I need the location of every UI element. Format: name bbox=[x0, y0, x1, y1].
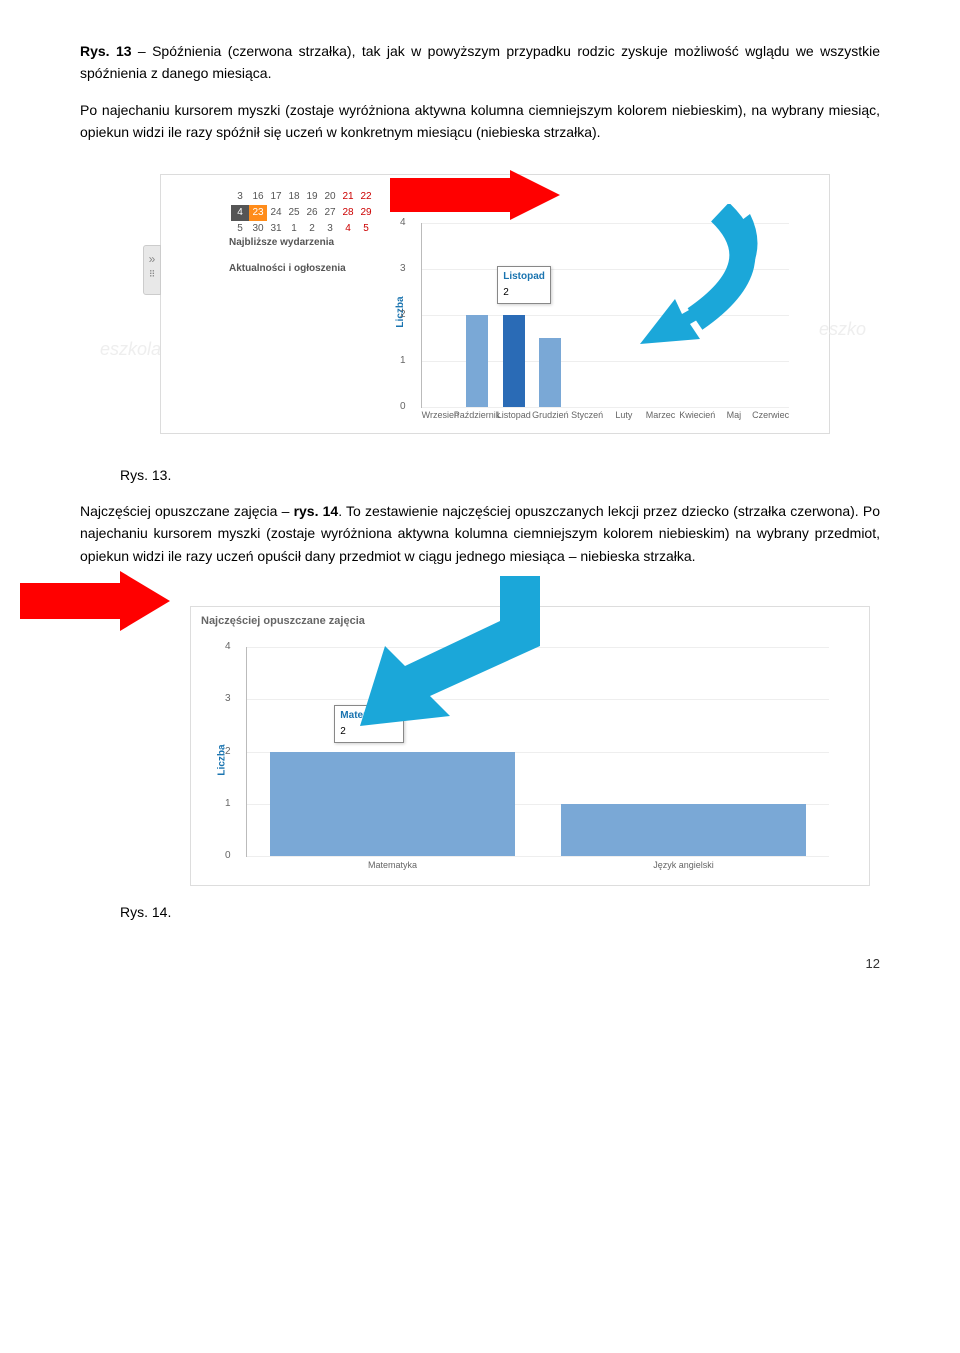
calendar-cell[interactable]: 25 bbox=[285, 205, 303, 221]
calendar-cell[interactable]: 19 bbox=[303, 189, 321, 205]
figure-14-caption: Rys. 14. bbox=[120, 901, 880, 923]
mini-calendar[interactable]: 3161718192021224232425262728295303112345 bbox=[231, 189, 375, 237]
xlabel: Maj bbox=[727, 408, 742, 422]
xlabel: Matematyka bbox=[368, 858, 417, 872]
calendar-cell[interactable]: 24 bbox=[267, 205, 285, 221]
ytick: 0 bbox=[225, 848, 231, 864]
ytick: 1 bbox=[225, 796, 231, 812]
tooltip-value: 2 bbox=[340, 724, 397, 740]
expand-icon[interactable]: » ⠿ bbox=[143, 245, 161, 295]
calendar-cell[interactable]: 21 bbox=[339, 189, 357, 205]
fig-ref-13: Rys. 13 bbox=[80, 43, 132, 59]
calendar-cell[interactable]: 28 bbox=[339, 205, 357, 221]
ytick: 0 bbox=[400, 399, 406, 415]
watermark-right: eszko bbox=[819, 315, 866, 344]
xlabel: Luty bbox=[615, 408, 632, 422]
bar-1[interactable] bbox=[561, 804, 805, 856]
paragraph-3: Najczęściej opuszczane zajęcia – rys. 14… bbox=[80, 500, 880, 567]
xlabel: Grudzień bbox=[532, 408, 569, 422]
ytick: 4 bbox=[225, 639, 231, 655]
page-number: 12 bbox=[80, 954, 880, 975]
red-arrow-2 bbox=[20, 571, 170, 631]
xlabel: Październik bbox=[454, 408, 501, 422]
ytick: 3 bbox=[225, 691, 231, 707]
para3-a: Najczęściej opuszczane zajęcia – bbox=[80, 503, 294, 519]
calendar-cell[interactable]: 27 bbox=[321, 205, 339, 221]
calendar-cell[interactable]: 20 bbox=[321, 189, 339, 205]
blue-curve-arrow-1 bbox=[520, 204, 780, 364]
sidebar-news: Aktualności i ogłoszenia bbox=[229, 261, 346, 277]
calendar-cell[interactable]: 29 bbox=[357, 205, 375, 221]
calendar-cell[interactable]: 22 bbox=[357, 189, 375, 205]
calendar-cell[interactable]: 23 bbox=[249, 205, 267, 221]
xlabel: Styczeń bbox=[571, 408, 603, 422]
ytick: 2 bbox=[400, 307, 406, 323]
sidebar-labels: Najbliższe wydarzenia Aktualności i ogło… bbox=[229, 235, 346, 287]
calendar-cell[interactable]: 16 bbox=[249, 189, 267, 205]
blue-fat-arrow-2 bbox=[360, 576, 540, 726]
ytick: 3 bbox=[400, 261, 406, 277]
chart-1-figure: eszkola24 » ⠿ 31617181920212242324252627… bbox=[100, 164, 860, 444]
bar-0[interactable] bbox=[270, 752, 514, 857]
calendar-cell[interactable]: 4 bbox=[231, 205, 249, 221]
calendar-cell[interactable]: 3 bbox=[231, 189, 249, 205]
ytick: 1 bbox=[400, 353, 406, 369]
para1-text: – Spóźnienia (czerwona strzałka), tak ja… bbox=[80, 43, 880, 81]
fig-ref-14: rys. 14 bbox=[294, 503, 339, 519]
calendar-cell[interactable]: 17 bbox=[267, 189, 285, 205]
xlabel: Listopad bbox=[497, 408, 531, 422]
figure-13-caption: Rys. 13. bbox=[120, 464, 880, 486]
calendar-cell[interactable]: 26 bbox=[303, 205, 321, 221]
sidebar-upcoming: Najbliższe wydarzenia bbox=[229, 235, 346, 251]
calendar-cell[interactable]: 5 bbox=[357, 221, 375, 237]
ytick: 2 bbox=[225, 744, 231, 760]
calendar-cell[interactable]: 18 bbox=[285, 189, 303, 205]
xlabel: Kwiecień bbox=[679, 408, 715, 422]
xlabel: Język angielski bbox=[653, 858, 714, 872]
chart-2-title: Najczęściej opuszczane zajęcia bbox=[201, 613, 365, 631]
xlabel: Marzec bbox=[646, 408, 676, 422]
paragraph-2: Po najechaniu kursorem myszki (zostaje w… bbox=[80, 99, 880, 144]
bar-październik[interactable] bbox=[466, 315, 488, 407]
paragraph-1: Rys. 13 – Spóźnienia (czerwona strzałka)… bbox=[80, 40, 880, 85]
xlabel: Czerwiec bbox=[752, 408, 789, 422]
